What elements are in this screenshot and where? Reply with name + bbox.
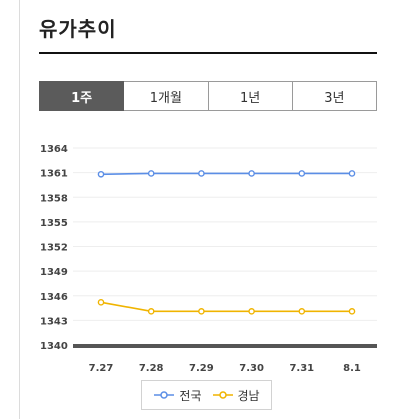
y-tick-label: 1343: [40, 316, 68, 327]
tab-1-year[interactable]: 1년: [208, 81, 293, 111]
tab-1-month[interactable]: 1개월: [124, 81, 209, 111]
series-line: [100, 301, 352, 313]
y-tick-label: 1358: [40, 193, 68, 204]
data-point: [348, 308, 356, 315]
y-tick-label: 1349: [40, 267, 68, 278]
tab-1-week[interactable]: 1주: [39, 81, 125, 111]
page-title: 유가추이: [39, 17, 117, 41]
x-tick-label: 7.29: [189, 363, 214, 374]
legend-label-gyeongnam: 경남: [237, 388, 260, 403]
y-tick-label: 1364: [40, 144, 68, 155]
y-tick-label: 1352: [40, 243, 68, 254]
data-point: [198, 170, 205, 177]
legend-item-national[interactable]: 전국: [153, 387, 202, 404]
chart-legend: 전국 경남: [141, 380, 272, 410]
data-point: [298, 170, 306, 177]
y-tick-label: 1355: [40, 218, 68, 229]
legend-label-national: 전국: [179, 388, 202, 403]
data-point: [147, 170, 155, 177]
legend-item-gyeongnam[interactable]: 경남: [212, 387, 260, 404]
period-tabs: 1주 1개월 1년 3년: [39, 81, 377, 111]
series-line: [100, 172, 352, 176]
data-point: [147, 308, 155, 315]
y-tick-label: 1346: [40, 292, 68, 303]
data-point: [97, 170, 105, 178]
x-tick-label: 8.1: [343, 363, 361, 374]
tab-3-years[interactable]: 3년: [292, 81, 377, 111]
panel-border: [19, 0, 20, 419]
data-point: [248, 308, 255, 315]
y-tick-label: 1361: [40, 169, 68, 180]
line-marker-icon: [212, 391, 233, 399]
data-point: [198, 308, 205, 315]
x-tick-label: 7.31: [289, 363, 314, 374]
x-tick-label: 7.30: [239, 363, 264, 374]
x-tick-label: 7.27: [89, 363, 114, 374]
data-point: [248, 170, 255, 177]
x-axis-baseline: [73, 344, 377, 348]
data-point: [97, 299, 105, 306]
line-marker-icon: [154, 391, 175, 399]
x-tick-label: 7.28: [139, 363, 164, 374]
y-tick-label: 1340: [40, 341, 68, 352]
data-point: [348, 170, 356, 177]
data-point: [298, 308, 306, 315]
title-divider: [39, 52, 377, 54]
